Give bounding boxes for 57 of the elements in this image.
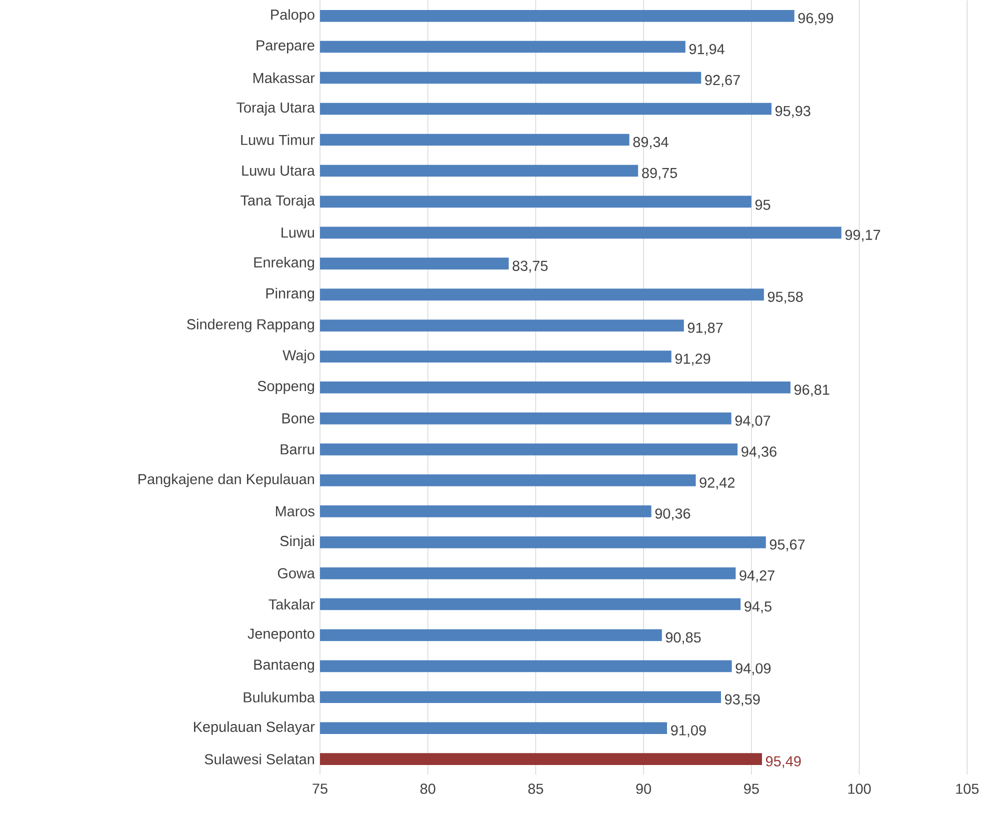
data-label: 95,49 <box>766 756 801 768</box>
y-tick-label: Palopo <box>271 8 314 22</box>
y-tick-label: Luwu Utara <box>242 166 315 176</box>
data-label: 89,34 <box>633 136 668 149</box>
data-label: 91,94 <box>689 44 724 56</box>
data-label: 96,81 <box>794 384 830 396</box>
y-tick-label: Enrekang <box>254 256 314 270</box>
data-label: 90,36 <box>655 508 690 520</box>
y-tick-label: Bone <box>282 413 314 424</box>
x-tick-label: 80 <box>420 784 436 794</box>
x-tick-label: 105 <box>956 784 979 794</box>
x-tick-label: 95 <box>744 784 759 794</box>
y-tick-label: Tana Toraja <box>240 194 315 208</box>
y-tick-label: Pangkajene dan Kepulauan <box>138 473 314 487</box>
data-label: 91,09 <box>671 725 706 737</box>
y-tick-label: Kepulauan Selayar <box>194 721 315 735</box>
data-label: 94,36 <box>742 446 776 458</box>
data-label: 89,75 <box>642 168 678 180</box>
data-label: 94,07 <box>735 415 770 428</box>
x-tick-label: 100 <box>848 784 871 794</box>
data-label: 95 <box>755 199 770 210</box>
y-tick-label: Gowa <box>278 568 315 578</box>
data-label: 90,85 <box>666 632 701 644</box>
y-tick-label: Sindereng Rappang <box>187 318 314 332</box>
y-tick-label: Sinjai <box>280 535 314 549</box>
data-label: 95,93 <box>775 106 810 118</box>
y-tick-label: Bantaeng <box>254 660 314 672</box>
y-tick-label: Bulukumba <box>244 692 315 702</box>
y-tick-label: Toraja Utara <box>236 102 315 116</box>
y-tick-label: Makassar <box>253 72 315 83</box>
y-tick-label: Wajo <box>282 350 314 364</box>
y-tick-label: Luwu <box>282 227 314 238</box>
y-tick-label: Sulawesi Selatan <box>204 754 314 764</box>
data-label: 92,42 <box>700 477 734 490</box>
data-label: 94,5 <box>744 601 772 614</box>
y-tick-label: Pinrang <box>266 288 314 302</box>
y-tick-label: Parepare <box>256 40 314 54</box>
y-tick-label: Jeneponto <box>248 628 314 642</box>
data-label: 94,27 <box>740 570 774 582</box>
data-label: 83,75 <box>512 260 548 272</box>
data-label: 94,09 <box>736 663 771 676</box>
data-label: 95,67 <box>770 539 805 552</box>
data-label: 93,59 <box>724 694 760 706</box>
data-label: 96,99 <box>798 12 834 25</box>
y-tick-label: Takalar <box>268 598 315 610</box>
data-label: 91,87 <box>688 322 723 334</box>
y-tick-label: Soppeng <box>258 380 314 394</box>
data-label: 92,67 <box>705 74 740 87</box>
data-label: 99,17 <box>845 230 880 242</box>
y-tick-label: Barru <box>280 444 314 454</box>
data-label: 95,58 <box>768 292 803 304</box>
data-label: 91,29 <box>675 353 710 366</box>
y-tick-label: Luwu Timur <box>241 134 315 145</box>
x-tick-label: 85 <box>528 784 544 794</box>
x-tick-label: 75 <box>312 784 328 794</box>
y-tick-label: Maros <box>276 506 314 516</box>
x-tick-label: 90 <box>636 784 652 794</box>
